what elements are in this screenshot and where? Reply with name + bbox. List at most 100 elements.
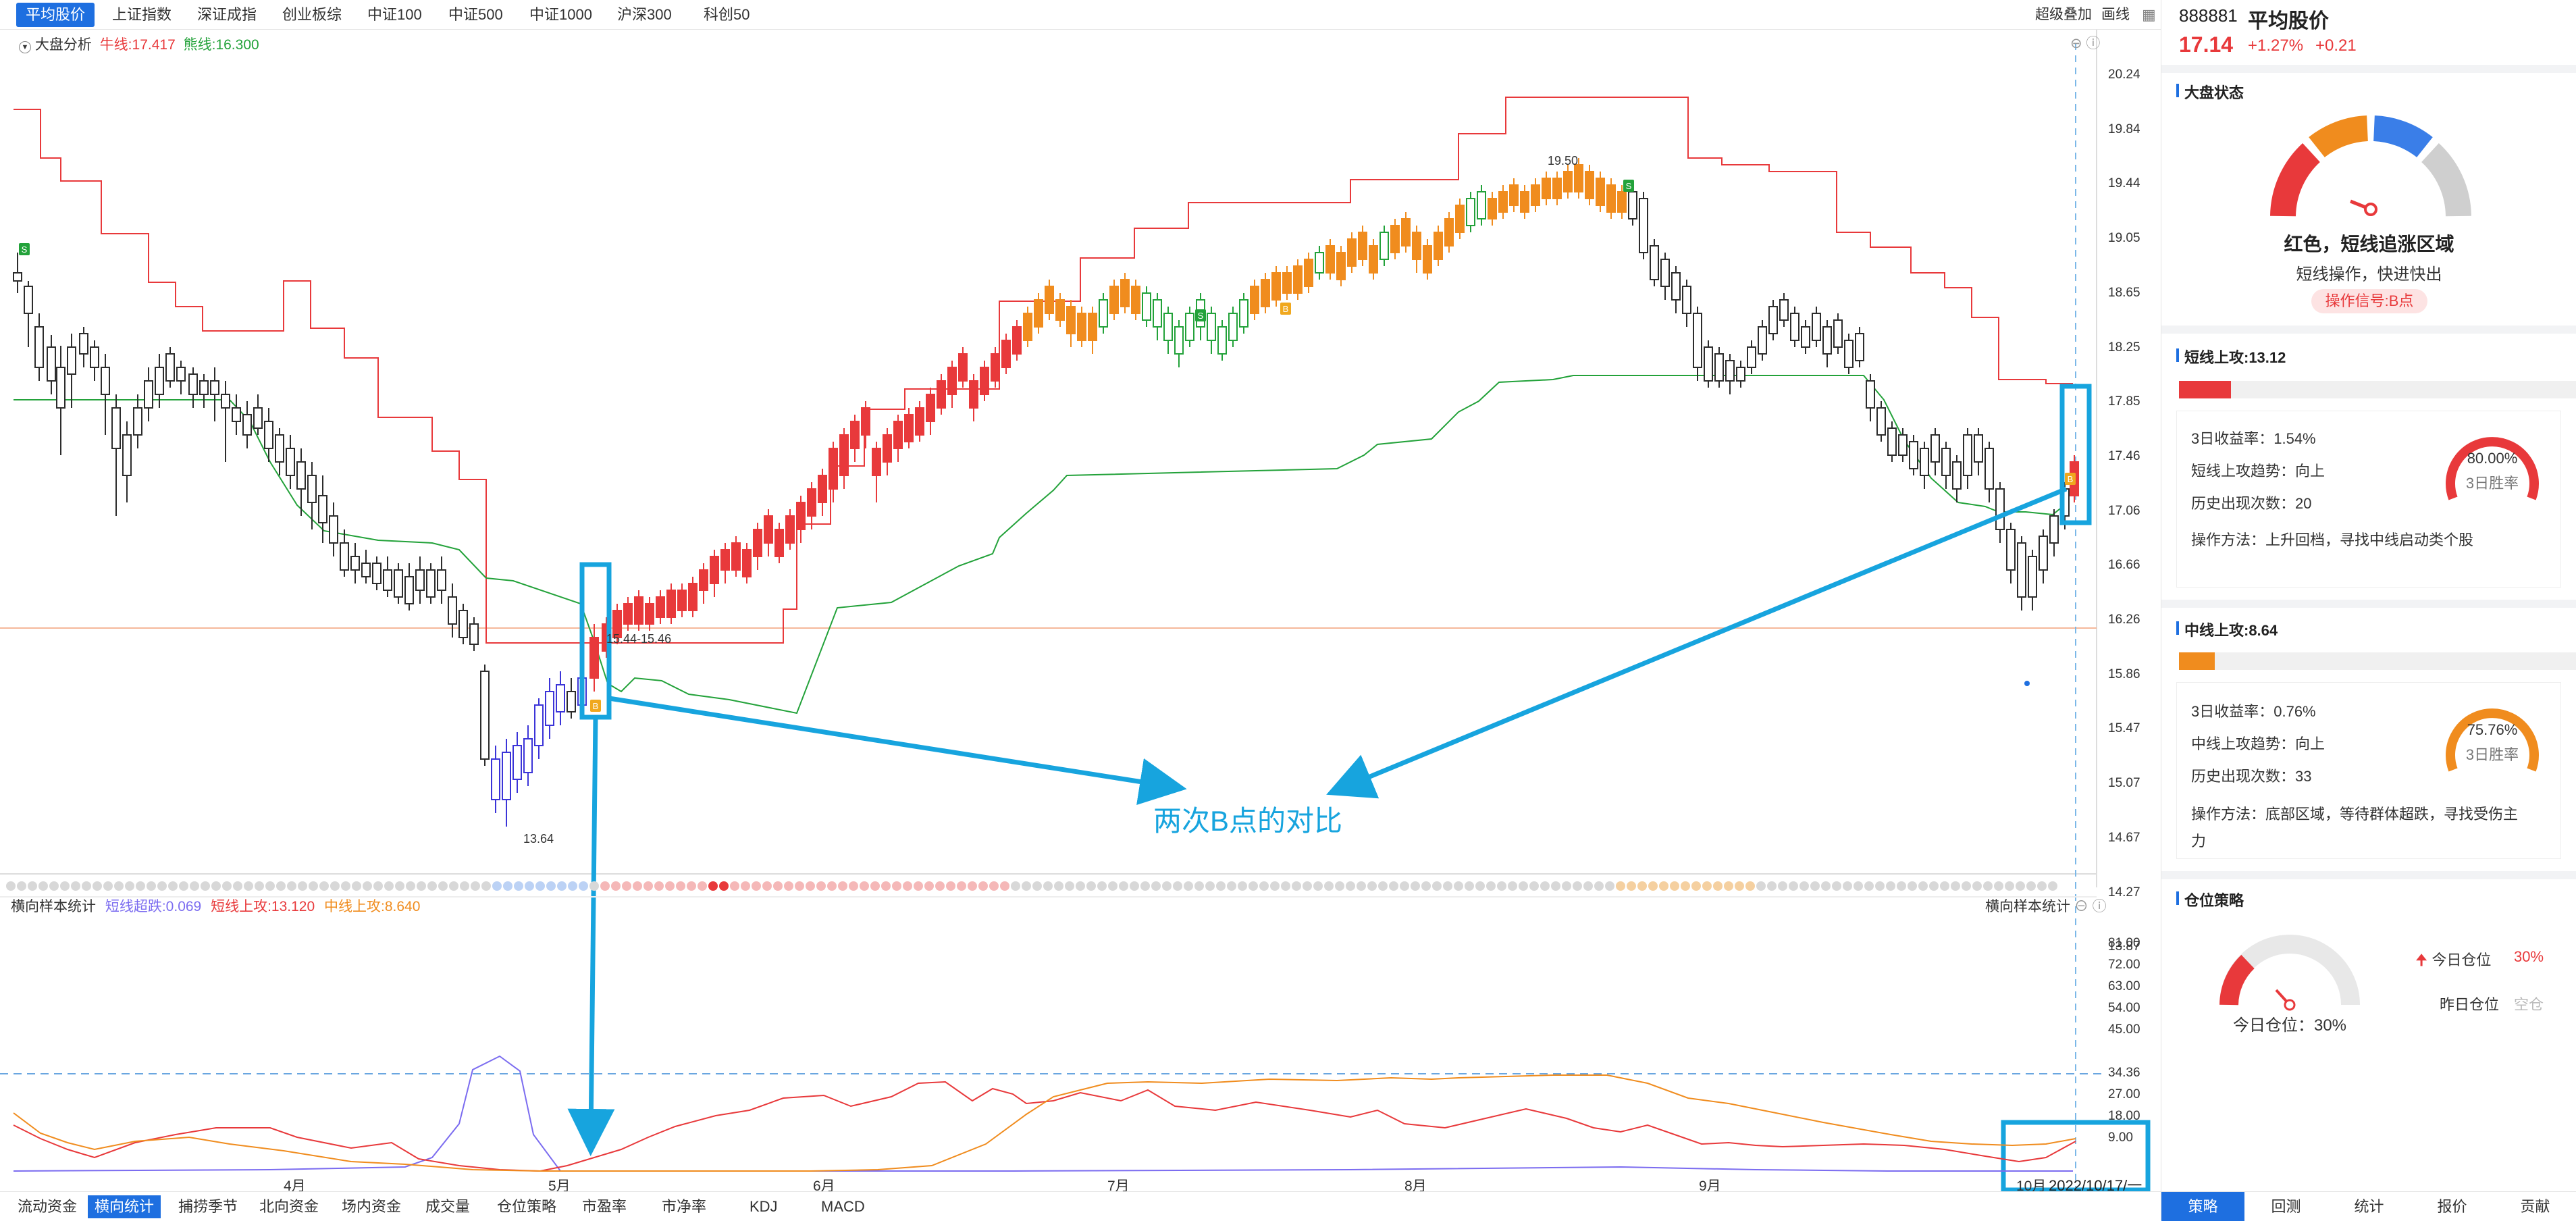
signal-dot <box>676 881 685 891</box>
stock-change: +0.21 <box>2315 36 2357 55</box>
tab-strategy[interactable]: 策略 <box>2161 1192 2244 1221</box>
candle-body <box>340 542 349 571</box>
sub-panel-settings[interactable]: ⊖ ⓘ <box>2074 899 2107 914</box>
candle-body <box>1077 313 1086 341</box>
overlay-button[interactable]: 超级叠加 <box>2035 7 2092 22</box>
signal-dot <box>903 881 912 891</box>
low-annotation: 13.64 <box>523 832 554 846</box>
candle-body <box>1844 340 1854 368</box>
candle-body <box>329 515 338 544</box>
s-marker-text: S <box>1626 181 1632 191</box>
candle-body <box>1401 218 1411 246</box>
candle-body <box>915 407 924 436</box>
bear-line <box>14 97 2073 644</box>
signal-dot <box>1389 881 1398 891</box>
tab-chinext[interactable]: 创业板综 <box>282 6 342 23</box>
signal-dot <box>1205 881 1215 891</box>
signal-dot <box>1281 881 1290 891</box>
signal-dot <box>1745 881 1755 891</box>
signal-dot <box>838 881 847 891</box>
signal-dot <box>2016 881 2025 891</box>
signal-dot <box>816 881 826 891</box>
signal-dot <box>471 881 480 891</box>
tab-northbound[interactable]: 北向资金 <box>259 1198 319 1215</box>
tab-star50[interactable]: 科创50 <box>704 6 750 23</box>
tab-market-funds[interactable]: 场内资金 <box>342 1198 402 1215</box>
candle-body <box>415 569 425 591</box>
mid-attack-return: 3日收益率：0.76% <box>2191 703 2316 720</box>
candle-body <box>764 515 773 544</box>
tab-position-strategy[interactable]: 仓位策略 <box>497 1198 557 1215</box>
tab-csi500[interactable]: 中证500 <box>448 6 503 23</box>
tab-fund-flow[interactable]: 流动资金 <box>18 1198 78 1215</box>
kline-chart[interactable]: B B B S S S ▼ 大盘分析 牛线:17.417 熊线:16.300 ⊖ ⓘ 20… <box>0 30 2161 1194</box>
right-panel: 888881 平均股价 17.14 +1.27% +0.21 大盘状态 红色，短… <box>2161 0 2576 1221</box>
tab-pe[interactable]: 市盈率 <box>582 1198 627 1215</box>
signal-dot <box>1627 881 1636 891</box>
draw-line-button[interactable]: 画线 <box>2101 7 2130 22</box>
signal-dot <box>1119 881 1128 891</box>
collapse-icon[interactable]: ▼ <box>19 41 31 53</box>
tab-contribution[interactable]: 贡献 <box>2520 1198 2550 1215</box>
candle-body <box>1542 178 1551 199</box>
candle-body <box>1390 225 1400 253</box>
candle-body <box>850 421 860 449</box>
signal-dot <box>2026 881 2036 891</box>
tab-volume[interactable]: 成交量 <box>425 1198 471 1215</box>
candle-body <box>458 610 468 638</box>
sub-axis-label: 72.00 <box>2108 958 2140 972</box>
tab-csi300[interactable]: 沪深300 <box>617 6 672 23</box>
tab-average-price[interactable]: 平均股价 <box>16 3 95 27</box>
tab-csi1000[interactable]: 中证1000 <box>529 6 592 23</box>
tab-quote[interactable]: 报价 <box>2437 1198 2467 1215</box>
candle-body <box>710 556 719 584</box>
tab-statistics[interactable]: 统计 <box>2354 1198 2384 1215</box>
candle-body <box>1174 326 1184 355</box>
signal-dot <box>730 881 739 891</box>
tab-horizontal-stats[interactable]: 横向统计 <box>88 1195 161 1218</box>
candle-body <box>90 346 99 368</box>
candle-body <box>1434 232 1443 260</box>
tab-kdj[interactable]: KDJ <box>750 1198 778 1215</box>
candle-body <box>2039 536 2048 571</box>
tab-csi100[interactable]: 中证100 <box>367 6 422 23</box>
candle-body <box>34 326 44 368</box>
divider <box>2161 326 2576 334</box>
candle-body <box>839 434 849 476</box>
s-marker <box>1195 309 1206 321</box>
signal-dot <box>460 881 469 891</box>
candle-body <box>1930 434 1940 463</box>
main-panel-settings[interactable]: ⊖ ⓘ <box>2070 36 2101 51</box>
candle-body <box>1325 245 1335 274</box>
candle-body <box>1045 286 1054 314</box>
grid-icon[interactable]: ▦ <box>2142 6 2156 23</box>
candle-body <box>1941 448 1951 476</box>
tab-shenzhen[interactable]: 深证成指 <box>197 6 257 23</box>
tab-backtest[interactable]: 回测 <box>2271 1198 2301 1215</box>
short-attack-trend: 短线上攻趋势：向上 <box>2191 463 2325 479</box>
price-axis-label: 16.26 <box>2108 613 2140 627</box>
b-marker-text: B <box>593 701 599 711</box>
candle-body <box>79 333 88 355</box>
tab-shanghai[interactable]: 上证指数 <box>112 6 172 23</box>
signal-dot <box>330 881 340 891</box>
signal-dot <box>1756 881 1766 891</box>
signal-dot <box>1691 881 1701 891</box>
candle-body <box>47 346 56 382</box>
candle-body <box>1812 313 1821 341</box>
mid-attack-progress <box>2179 652 2576 670</box>
candle-body <box>1876 407 1886 436</box>
tab-pb[interactable]: 市净率 <box>662 1198 707 1215</box>
candle-body <box>2028 556 2037 598</box>
signal-dot <box>1238 881 1247 891</box>
candle-body <box>67 346 76 375</box>
candle-body <box>221 394 230 409</box>
tab-fishing-season[interactable]: 捕捞季节 <box>178 1198 238 1215</box>
tab-macd[interactable]: MACD <box>821 1198 865 1215</box>
candle-body <box>1163 313 1173 341</box>
candle-body <box>1574 164 1583 192</box>
signal-dot <box>1259 881 1269 891</box>
s-marker <box>1623 180 1634 192</box>
short-attack-progress <box>2179 381 2576 398</box>
current-date-label: 2022/10/17/一 <box>2049 1177 2143 1194</box>
